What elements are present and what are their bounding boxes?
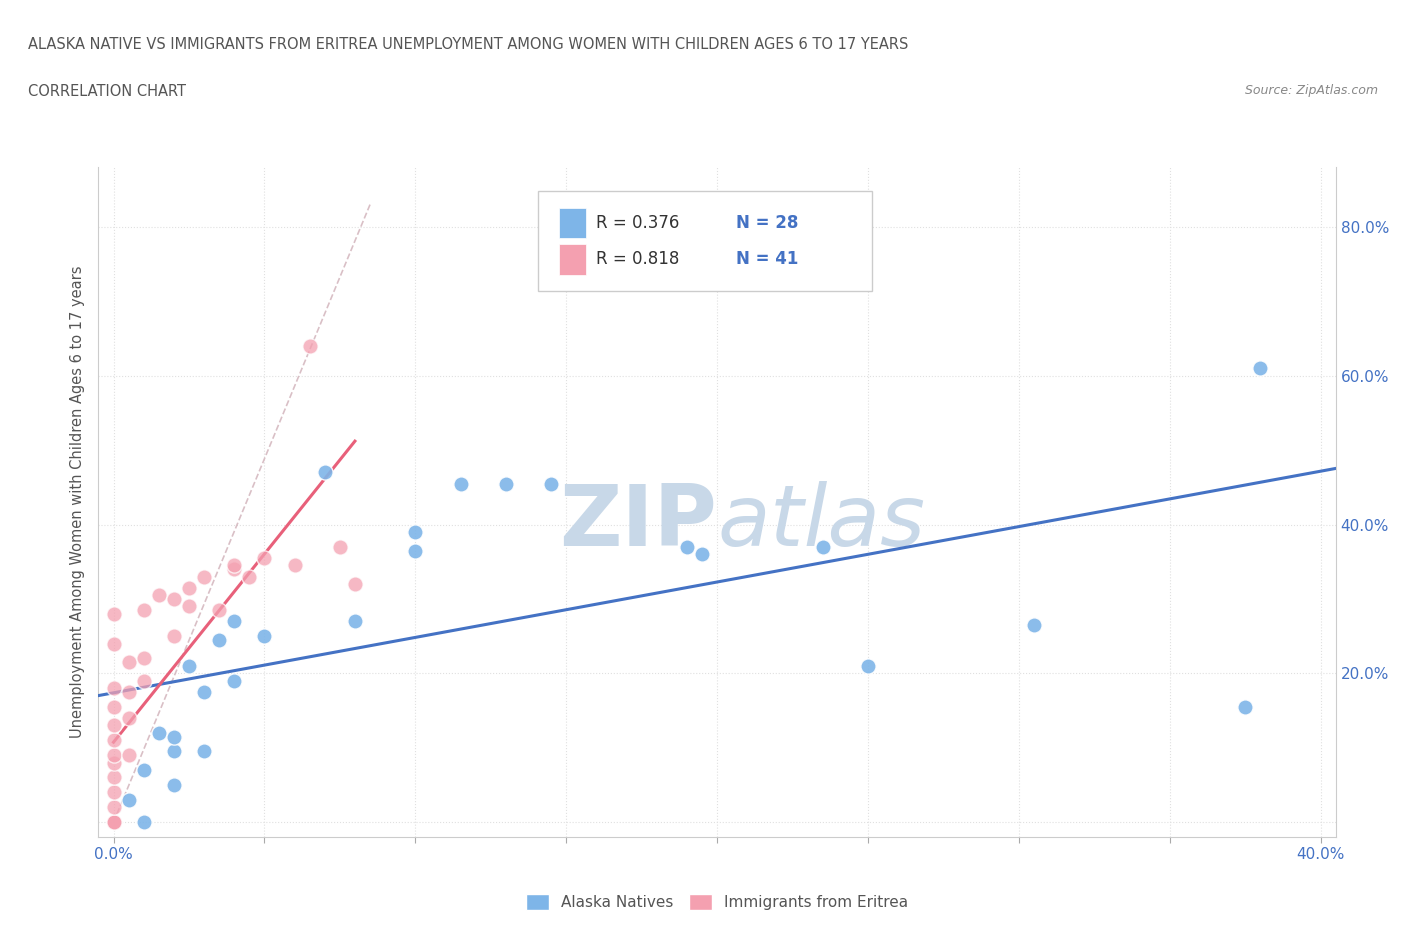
Point (224, 558, 246, 573)
Point (193, 744, 215, 759)
FancyBboxPatch shape (537, 191, 872, 291)
Point (103, 815, 125, 830)
Point (540, 476, 562, 491)
Point (132, 651, 155, 666)
Point (676, 539, 699, 554)
Text: R = 0.376: R = 0.376 (596, 214, 679, 232)
Point (329, 539, 352, 554)
Point (690, 547, 713, 562)
Point (103, 755, 125, 770)
FancyBboxPatch shape (558, 245, 586, 274)
Point (177, 599, 200, 614)
Text: ALASKA NATIVE VS IMMIGRANTS FROM ERITREA UNEMPLOYMENT AMONG WOMEN WITH CHILDREN : ALASKA NATIVE VS IMMIGRANTS FROM ERITREA… (28, 37, 908, 52)
Point (117, 684, 139, 699)
Point (132, 603, 155, 618)
Point (404, 543, 426, 558)
Point (284, 558, 307, 573)
Text: R = 0.818: R = 0.818 (596, 250, 679, 269)
Point (1249, 361, 1271, 376)
Point (1234, 699, 1257, 714)
Text: CORRELATION CHART: CORRELATION CHART (28, 84, 186, 99)
Point (148, 725, 170, 740)
Point (224, 562, 246, 577)
Point (163, 744, 186, 759)
Point (117, 748, 139, 763)
Point (224, 673, 246, 688)
Point (148, 588, 170, 603)
Point (314, 465, 336, 480)
Legend: Alaska Natives, Immigrants from Eritrea: Alaska Natives, Immigrants from Eritrea (520, 888, 914, 916)
Point (811, 539, 834, 554)
Point (103, 785, 125, 800)
Point (450, 476, 472, 491)
Point (208, 603, 231, 618)
Point (103, 815, 125, 830)
Point (132, 815, 155, 830)
Text: N = 28: N = 28 (735, 214, 799, 232)
Point (103, 815, 125, 830)
Point (343, 577, 366, 591)
Point (117, 655, 139, 670)
Point (103, 636, 125, 651)
Point (103, 606, 125, 621)
Point (177, 580, 200, 595)
Point (298, 339, 321, 353)
Point (103, 815, 125, 830)
Point (132, 763, 155, 777)
Point (163, 777, 186, 792)
Y-axis label: Unemployment Among Women with Children Ages 6 to 17 years: Unemployment Among Women with Children A… (70, 266, 86, 738)
Text: atlas: atlas (717, 481, 925, 564)
Text: ZIP: ZIP (560, 481, 717, 564)
Point (193, 684, 215, 699)
Point (103, 815, 125, 830)
Point (117, 711, 139, 725)
Point (103, 770, 125, 785)
Point (103, 800, 125, 815)
Point (1022, 618, 1045, 632)
Text: N = 41: N = 41 (735, 250, 799, 269)
Point (103, 815, 125, 830)
Point (856, 658, 879, 673)
Point (163, 729, 186, 744)
FancyBboxPatch shape (558, 207, 586, 238)
Point (238, 569, 260, 584)
Point (132, 673, 155, 688)
Point (193, 569, 215, 584)
Point (103, 815, 125, 830)
Point (224, 614, 246, 629)
Point (103, 718, 125, 733)
Point (343, 614, 366, 629)
Point (163, 591, 186, 606)
Point (103, 733, 125, 748)
Point (117, 792, 139, 807)
Point (253, 629, 276, 644)
Point (163, 629, 186, 644)
Text: Source: ZipAtlas.com: Source: ZipAtlas.com (1244, 84, 1378, 97)
Point (103, 748, 125, 763)
Point (495, 476, 517, 491)
Point (103, 681, 125, 696)
Point (253, 551, 276, 565)
Point (103, 699, 125, 714)
Point (177, 658, 200, 673)
Point (404, 525, 426, 539)
Point (103, 815, 125, 830)
Point (208, 632, 231, 647)
